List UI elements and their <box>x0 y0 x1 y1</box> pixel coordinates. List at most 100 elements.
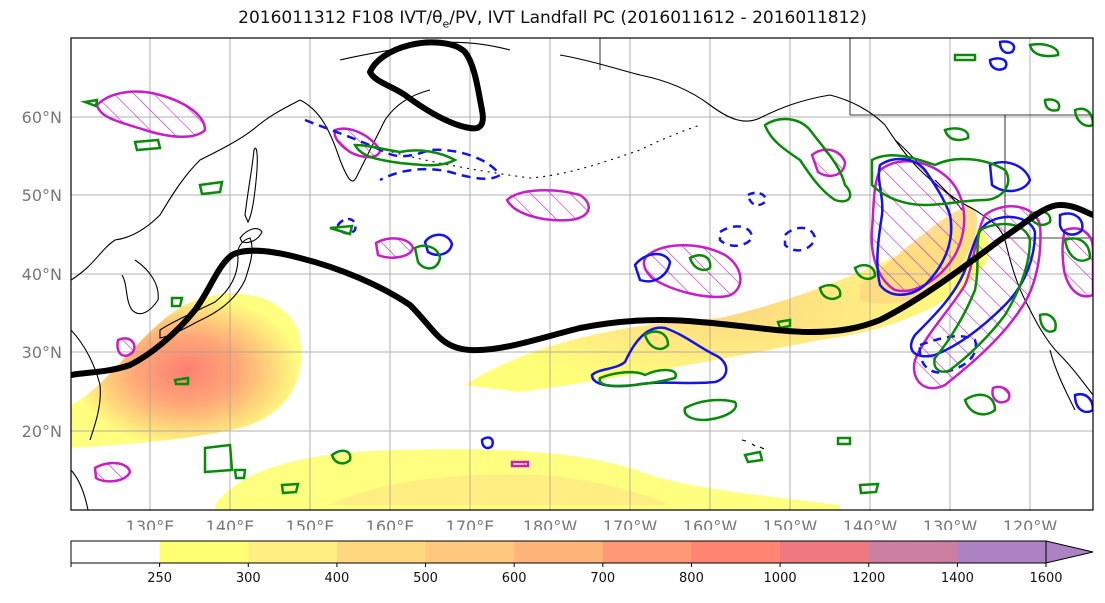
coast-japan <box>159 237 253 339</box>
colorbar-tick-label: 1600 <box>1029 571 1062 586</box>
lat-labels: 60°N 50°N 40°N 30°N 20°N <box>22 108 62 441</box>
blue-contour-tropical <box>480 436 494 450</box>
blue-contour-central-a <box>633 252 672 283</box>
colorbar-segment <box>602 541 692 563</box>
lon-label: 120°W <box>1003 517 1058 530</box>
coast-korea <box>121 259 159 315</box>
map-title: 2016011312 F108 IVT/θe/PV, IVT Landfall … <box>238 8 867 31</box>
blue-contour-kuril <box>423 233 454 256</box>
lat-label: 60°N <box>22 108 62 127</box>
coast-hokkaido <box>239 228 263 244</box>
magenta-contour-nw-pacific <box>505 189 590 222</box>
coast-china-south <box>71 329 101 441</box>
green-contour-g <box>173 376 190 386</box>
coast-philippines <box>71 469 89 510</box>
blue-contour-east-main <box>876 157 953 296</box>
green-contour-coast-b <box>963 393 997 416</box>
green-contour-d <box>329 224 354 236</box>
colorbar-segment <box>425 541 515 563</box>
lon-label: 130°W <box>923 517 978 530</box>
green-contour-gulf <box>763 117 852 203</box>
green-contour-far-ne-b <box>1073 107 1093 127</box>
lat-label: 50°N <box>22 186 62 205</box>
colorbar-segment <box>71 541 161 563</box>
ivt-band-tropical-core <box>330 474 670 505</box>
green-contour-i <box>330 449 352 465</box>
green-contour-far-ne-c <box>1063 237 1092 262</box>
colorbar-segment <box>514 541 604 563</box>
colorbar-tick-label: 500 <box>413 571 438 586</box>
green-contour-gulf-b <box>943 127 970 142</box>
coast-baja <box>1049 349 1076 411</box>
green-contour-tiny-a <box>836 436 852 446</box>
colorbar-segment <box>957 541 1047 563</box>
lat-label: 30°N <box>22 343 62 362</box>
green-contour-tiny-b <box>858 482 880 495</box>
colorbar-segment <box>336 541 427 563</box>
green-contour-east-c <box>776 318 792 330</box>
blue-contour-aleutian-dashed <box>304 118 502 182</box>
coast-kamchatka <box>299 89 431 182</box>
blue-contour-ne <box>1058 212 1084 236</box>
colorbar-tick-label: 600 <box>502 571 527 586</box>
black-contour-north <box>367 39 486 132</box>
ivt-plume-west-pacific <box>71 293 302 448</box>
colorbar-segment <box>248 541 338 563</box>
ivt-plume-central-pacific <box>465 227 990 392</box>
colorbar-extend-arrow <box>1045 540 1094 564</box>
lon-label: 140°W <box>843 517 898 530</box>
magenta-contour-kuril <box>374 237 415 259</box>
lat-label: 40°N <box>22 265 62 284</box>
green-contour-far-ne-a <box>1043 98 1061 112</box>
blue-contour-far-ne <box>988 57 1008 71</box>
blue-contour-ne-dashed <box>746 191 767 207</box>
colorbar-tick-label: 1000 <box>764 571 797 586</box>
blue-contour-bc <box>988 161 1032 193</box>
blue-contour-top-small <box>998 40 1016 55</box>
contours-green <box>80 43 1093 495</box>
colorbar: 250 300 400 500 600 700 800 1000 1200 1400 1600 <box>70 540 1094 586</box>
colorbar-tick-label: 250 <box>147 571 172 586</box>
green-contour-aleutian <box>352 143 458 167</box>
green-contour-top-b <box>1028 43 1060 58</box>
colorbar-segment <box>159 541 249 563</box>
coast-aleutians <box>384 124 701 179</box>
coast-hawaii <box>741 439 765 450</box>
lon-label: 150°W <box>763 517 818 530</box>
green-contour-e <box>413 244 442 270</box>
black-contour-main <box>71 202 1093 378</box>
lon-labels: 130°E 140°E 150°E 160°E 170°E 180°W 170°… <box>126 517 1058 530</box>
lon-label: 170°W <box>603 517 658 530</box>
colorbar-segment <box>868 541 958 563</box>
green-contour-east <box>870 154 1010 207</box>
green-contour-east-b <box>853 264 877 280</box>
colorbar-tick-label: 1400 <box>941 571 974 586</box>
map: 60°N 50°N 40°N 30°N 20°N 130°E 140°E 150… <box>22 37 1094 530</box>
lon-label: 160°W <box>683 517 738 530</box>
lon-label: 130°E <box>126 517 175 530</box>
colorbar-tick-label: 300 <box>236 571 261 586</box>
lon-label: 150°E <box>286 517 335 530</box>
magenta-contour-okhotsk <box>95 90 207 138</box>
map-frame <box>70 37 1094 511</box>
green-contour-central-a <box>688 254 712 272</box>
magenta-contour-small-a <box>116 337 136 357</box>
green-contour-coast <box>933 222 1032 373</box>
green-contour-top-a <box>953 53 977 62</box>
lat-label: 20°N <box>22 422 62 441</box>
green-contour-j <box>280 482 300 495</box>
lon-label: 140°E <box>206 517 255 530</box>
green-contour-f <box>170 296 184 308</box>
green-contour-east-a <box>818 284 842 300</box>
magenta-contour-small-b <box>93 461 132 483</box>
colorbar-tick-label: 800 <box>679 571 704 586</box>
green-contour-b <box>198 180 224 196</box>
green-contour-south <box>683 398 738 422</box>
blue-contour-central-b <box>718 225 754 247</box>
colorbar-segments <box>71 541 1047 563</box>
green-contour-hawaii <box>743 450 764 464</box>
green-contour-far-se <box>1038 313 1057 333</box>
colorbar-frame <box>70 540 1047 564</box>
landfall-contour <box>71 39 1093 378</box>
magenta-contour-small-c <box>991 385 1011 404</box>
